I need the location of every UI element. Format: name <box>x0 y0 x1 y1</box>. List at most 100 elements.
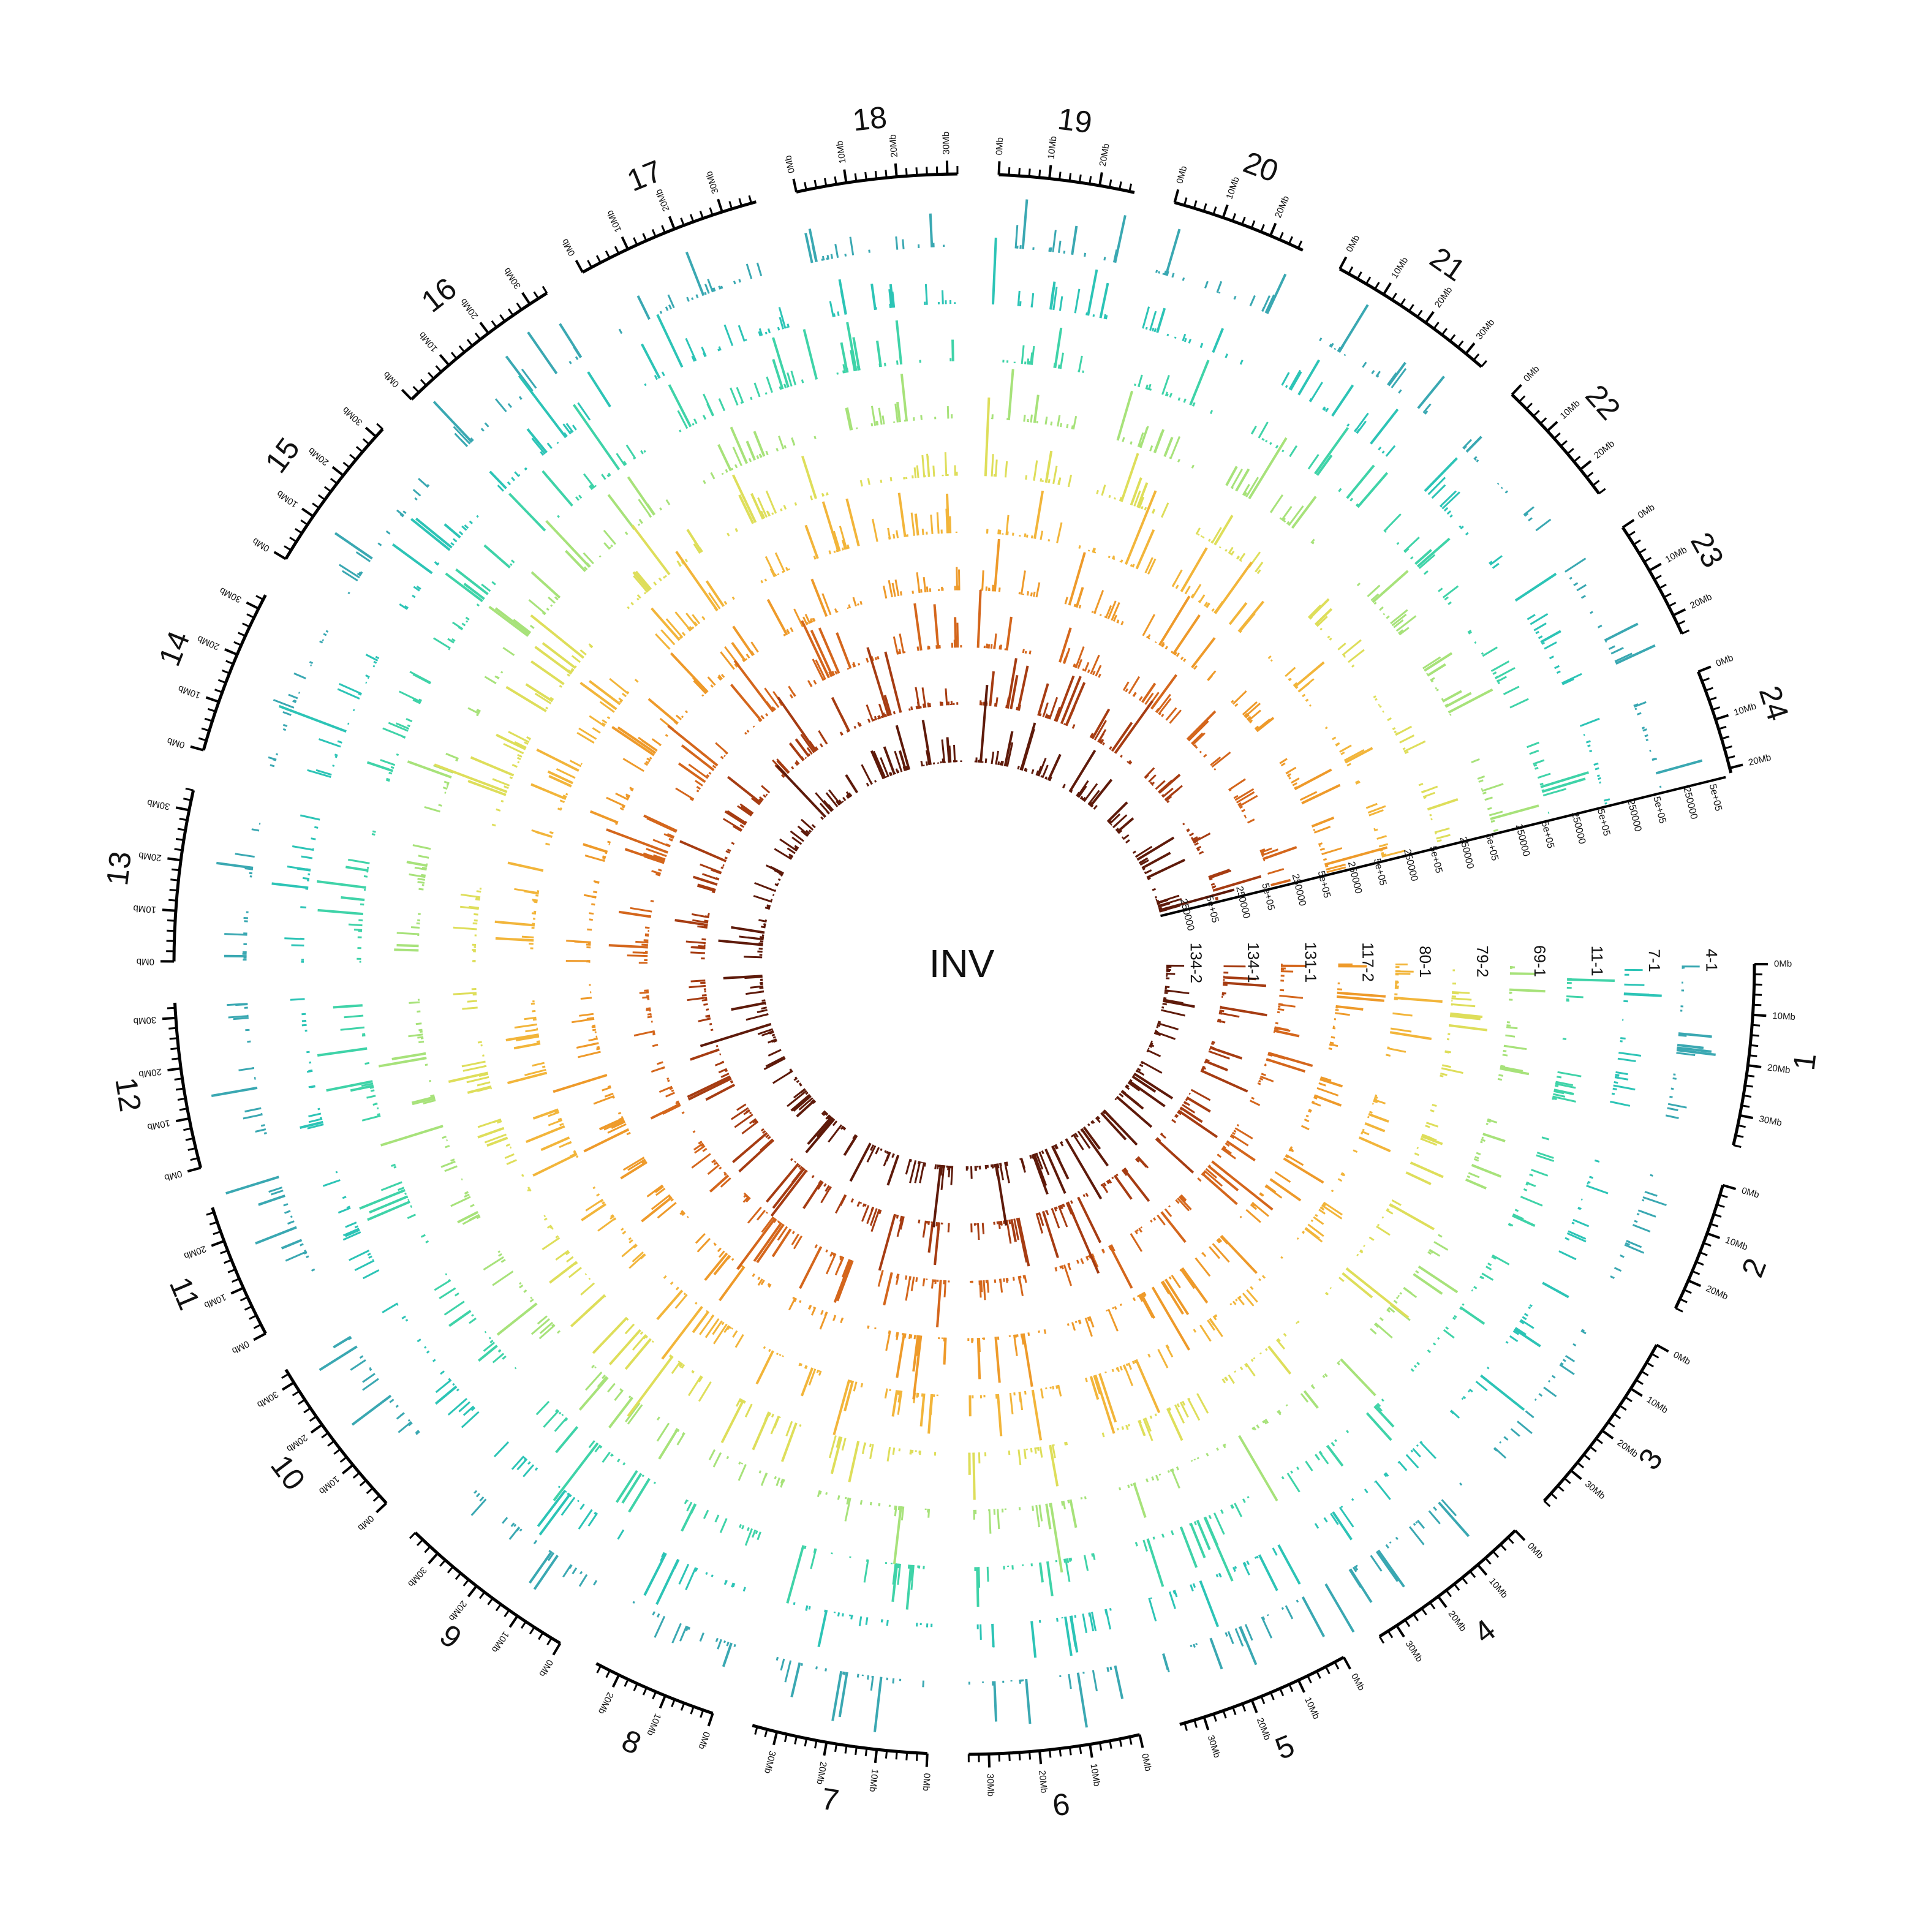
bar <box>791 1662 799 1697</box>
tick <box>1577 1463 1584 1468</box>
bar <box>1194 1644 1195 1648</box>
bar <box>1387 1048 1406 1052</box>
tick <box>1242 1704 1245 1711</box>
bar <box>518 762 519 763</box>
bar <box>752 1530 755 1538</box>
bar <box>739 1462 741 1465</box>
bar <box>1406 1455 1419 1468</box>
bar <box>622 693 626 696</box>
bar <box>1177 1467 1178 1470</box>
bar <box>1594 763 1599 764</box>
bar <box>1117 621 1118 623</box>
bar <box>1139 1065 1142 1066</box>
bar <box>489 1338 491 1339</box>
bar <box>1214 1513 1224 1534</box>
bar <box>597 1194 600 1196</box>
bar <box>608 1384 614 1392</box>
bar <box>600 556 601 557</box>
bar <box>1417 1520 1424 1528</box>
bar <box>1498 1075 1503 1076</box>
bar <box>1453 1318 1455 1319</box>
bar <box>345 1223 357 1228</box>
bar <box>659 578 662 581</box>
bar <box>1183 823 1185 824</box>
bar <box>731 1003 766 1009</box>
bar <box>663 576 665 578</box>
bar <box>627 445 635 459</box>
bar <box>227 1004 247 1005</box>
bar <box>705 916 709 917</box>
bar <box>1609 646 1615 649</box>
bar <box>847 499 859 546</box>
bar <box>999 587 1000 592</box>
bar <box>1284 1158 1324 1183</box>
bar <box>600 1446 602 1448</box>
bar <box>772 895 774 896</box>
bar <box>574 405 619 470</box>
bar <box>889 580 892 597</box>
bar <box>1250 296 1255 306</box>
bar <box>746 1404 752 1417</box>
bar <box>617 1459 619 1462</box>
bar <box>708 1018 711 1019</box>
bar <box>885 1150 886 1152</box>
bar <box>1466 533 1468 535</box>
bar <box>467 1087 491 1093</box>
bar <box>740 825 744 828</box>
tick-label: 20Mb <box>183 1243 208 1261</box>
tick <box>606 1670 610 1678</box>
bar <box>777 766 825 817</box>
bar <box>1072 226 1076 255</box>
bar <box>739 495 753 524</box>
bar <box>1270 1179 1301 1201</box>
bar <box>1305 1229 1322 1242</box>
bar <box>647 818 676 832</box>
bar <box>1236 1299 1237 1301</box>
bar <box>747 654 750 658</box>
bar <box>1133 851 1136 853</box>
bar <box>593 1187 595 1188</box>
bar <box>533 1019 537 1020</box>
bar <box>1166 392 1167 396</box>
bar <box>1235 704 1237 706</box>
bar <box>1086 1193 1088 1197</box>
bar <box>418 879 425 880</box>
bar <box>1638 1210 1656 1217</box>
bar <box>776 553 785 572</box>
tick-label: 10Mb <box>867 1768 880 1792</box>
bar <box>304 1253 307 1254</box>
bar <box>896 1332 897 1337</box>
bar <box>1165 993 1168 994</box>
bar <box>641 1332 643 1334</box>
tick <box>311 1425 322 1433</box>
bar <box>1424 571 1428 574</box>
bar <box>417 1011 420 1012</box>
bar <box>1566 997 1584 998</box>
bar <box>678 1433 685 1445</box>
bar <box>723 1643 731 1667</box>
bar <box>462 1062 486 1066</box>
bar <box>635 941 648 942</box>
bar <box>702 695 703 696</box>
tick-label: 20Mb <box>306 445 331 468</box>
bar <box>893 583 895 597</box>
tick <box>290 537 296 541</box>
bar <box>320 1346 357 1370</box>
bar <box>1155 1031 1158 1032</box>
bar <box>1563 1360 1566 1362</box>
bar <box>780 387 781 390</box>
bar <box>793 1297 794 1299</box>
bar <box>609 844 610 845</box>
bar <box>766 1135 769 1138</box>
bar <box>1378 1224 1380 1226</box>
bar <box>1005 461 1006 477</box>
bar <box>707 775 709 777</box>
bar <box>1581 1199 1582 1200</box>
bar <box>1159 271 1160 273</box>
bar <box>1375 1481 1390 1500</box>
bar <box>1417 538 1449 567</box>
bar <box>1375 1323 1392 1338</box>
bar <box>1079 356 1082 372</box>
